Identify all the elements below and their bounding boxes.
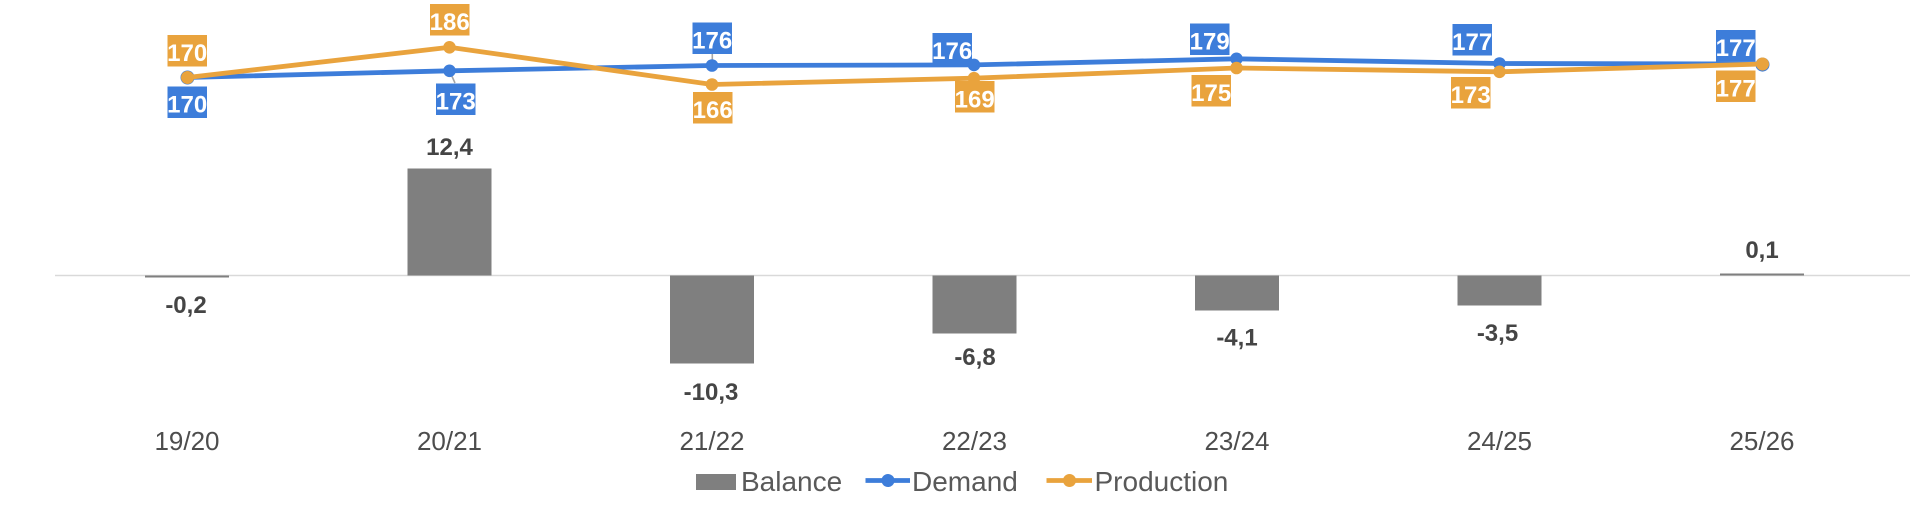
svg-text:179: 179 <box>1190 29 1230 56</box>
svg-text:25/26: 25/26 <box>1729 426 1794 456</box>
svg-text:24/25: 24/25 <box>1467 426 1532 456</box>
svg-text:175: 175 <box>1191 80 1231 107</box>
svg-text:170: 170 <box>167 92 207 119</box>
svg-text:169: 169 <box>955 87 995 114</box>
svg-text:20/21: 20/21 <box>417 426 482 456</box>
svg-text:176: 176 <box>692 28 732 55</box>
svg-text:186: 186 <box>430 9 470 36</box>
svg-text:177: 177 <box>1716 35 1756 62</box>
svg-text:-4,1: -4,1 <box>1216 325 1257 352</box>
svg-text:177: 177 <box>1452 29 1492 56</box>
svg-text:173: 173 <box>436 89 476 116</box>
svg-text:Demand: Demand <box>912 466 1018 497</box>
svg-text:-10,3: -10,3 <box>684 379 739 406</box>
svg-text:-0,2: -0,2 <box>165 292 206 319</box>
svg-text:176: 176 <box>932 38 972 65</box>
svg-text:19/20: 19/20 <box>154 426 219 456</box>
svg-text:0,1: 0,1 <box>1745 237 1778 264</box>
svg-text:-6,8: -6,8 <box>954 344 995 371</box>
svg-text:166: 166 <box>693 97 733 124</box>
svg-text:22/23: 22/23 <box>942 426 1007 456</box>
svg-text:23/24: 23/24 <box>1204 426 1269 456</box>
svg-text:Balance: Balance <box>741 466 842 497</box>
svg-text:177: 177 <box>1716 76 1756 103</box>
svg-text:-3,5: -3,5 <box>1477 320 1518 347</box>
svg-text:170: 170 <box>167 40 207 67</box>
svg-text:21/22: 21/22 <box>679 426 744 456</box>
svg-text:12,4: 12,4 <box>426 134 473 161</box>
svg-text:173: 173 <box>1451 82 1491 109</box>
svg-text:Production: Production <box>1095 466 1229 497</box>
